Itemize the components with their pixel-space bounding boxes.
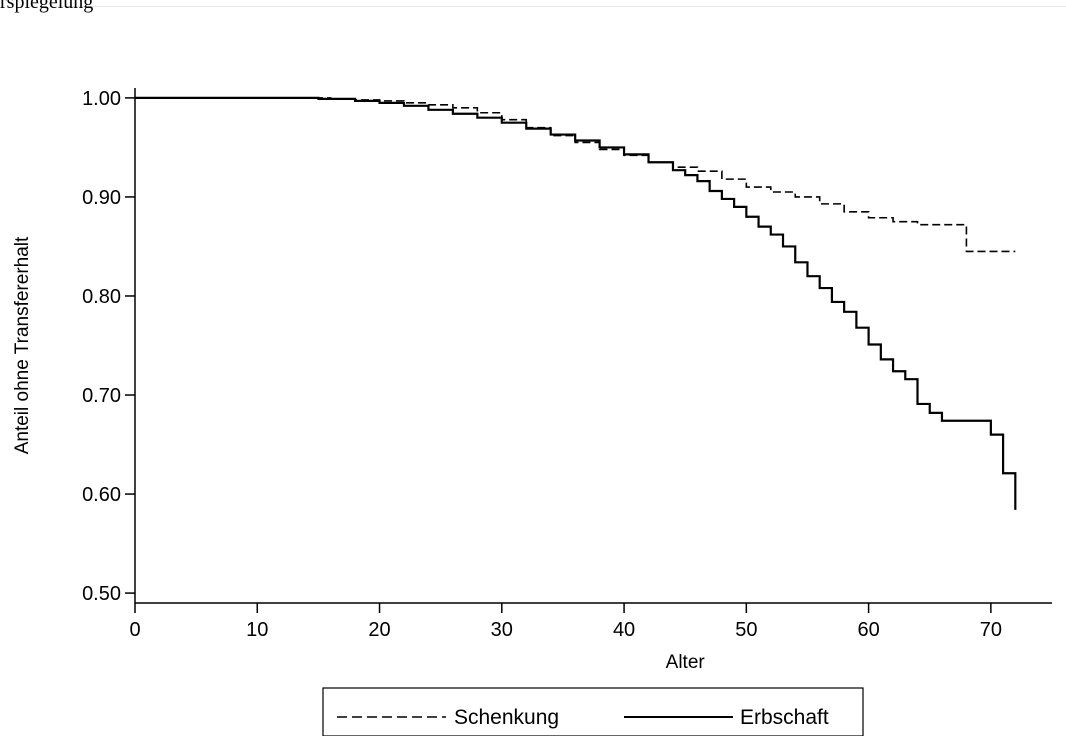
series-line-erbschaft — [135, 96, 1017, 510]
x-tick-label: 50 — [735, 619, 757, 641]
y-ticks: 0.50 0.60 0.70 0.80 0.90 1.00 — [82, 88, 135, 605]
y-tick-label: 0.60 — [82, 484, 121, 506]
x-tick-label: 0 — [129, 619, 140, 641]
x-tick-label: 20 — [368, 619, 390, 641]
legend-label-erbschaft: Erbschaft — [740, 706, 829, 729]
y-tick-label: 0.70 — [82, 385, 121, 407]
page-top-rule — [58, 6, 1066, 7]
y-tick-label: 1.00 — [82, 88, 121, 110]
series-layer — [135, 96, 1017, 510]
x-tick-label: 10 — [246, 619, 268, 641]
x-tick-label: 30 — [491, 619, 513, 641]
legend: Schenkung Erbschaft — [322, 687, 864, 736]
x-ticks: 0 10 20 30 40 50 60 70 — [129, 603, 1002, 641]
x-tick-label: 40 — [613, 619, 635, 641]
series-line-schenkung — [135, 97, 1016, 253]
y-tick-label: 0.90 — [82, 187, 121, 209]
y-tick-label: 0.50 — [82, 583, 121, 605]
x-tick-label: 70 — [980, 619, 1002, 641]
page-text-fragment: rspiegelung — [0, 0, 94, 13]
legend-label-schenkung: Schenkung — [454, 706, 559, 729]
legend-box — [322, 687, 864, 736]
x-tick-label: 60 — [857, 619, 879, 641]
y-axis-title: Anteil ohne Transfererhalt — [12, 236, 33, 454]
y-tick-label: 0.80 — [82, 286, 121, 308]
x-axis-title: Alter — [666, 652, 706, 673]
